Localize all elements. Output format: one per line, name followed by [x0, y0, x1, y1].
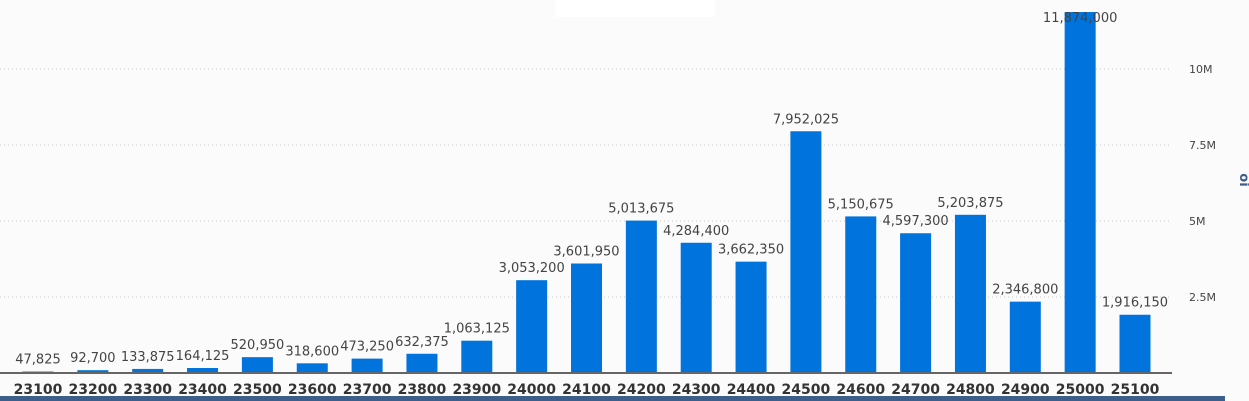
- x-tick-label: 23500: [233, 382, 282, 398]
- data-label: 133,875: [121, 350, 175, 365]
- bar-24700: [900, 233, 932, 373]
- bar-23800: [406, 353, 438, 373]
- x-tick-label: 24600: [836, 382, 885, 398]
- x-tick-label: 23800: [398, 382, 447, 398]
- data-label: 47,825: [15, 353, 61, 368]
- x-tick-label: 23200: [68, 382, 117, 398]
- bar-23400: [187, 368, 219, 373]
- bar-25100: [1119, 314, 1151, 373]
- data-label: 92,700: [70, 351, 116, 366]
- data-label: 2,346,800: [992, 283, 1058, 298]
- bar-23900: [461, 340, 493, 373]
- bar-23600: [296, 363, 328, 373]
- x-tick-label: 24400: [727, 382, 776, 398]
- data-label: 632,375: [395, 335, 449, 350]
- bar-24600: [845, 216, 877, 373]
- bar-24200: [625, 220, 657, 373]
- x-tick-label: 24800: [946, 382, 995, 398]
- data-label: 3,662,350: [718, 243, 784, 258]
- x-tick-label: 24000: [507, 382, 556, 398]
- data-label: 318,600: [285, 344, 339, 359]
- data-label: 4,597,300: [883, 214, 949, 229]
- x-tick-label: 23600: [288, 382, 337, 398]
- x-tick-label: 23300: [123, 382, 172, 398]
- data-label: 3,053,200: [499, 261, 565, 276]
- data-label: 4,284,400: [663, 224, 729, 239]
- bar-23500: [241, 357, 273, 373]
- bar-23300: [132, 368, 164, 373]
- data-label: 5,150,675: [828, 197, 894, 212]
- bar-23200: [77, 370, 109, 373]
- x-tick-label: 23700: [343, 382, 392, 398]
- y-tick-label: 7.5M: [1189, 139, 1216, 152]
- x-tick-label: 23100: [14, 382, 63, 398]
- bar-25000: [1064, 12, 1096, 374]
- data-label: 5,203,875: [937, 196, 1003, 211]
- data-label: 1,063,125: [444, 322, 510, 337]
- x-tick-label: 24300: [672, 382, 721, 398]
- data-label: 1,916,150: [1102, 296, 1168, 311]
- bar-23700: [351, 358, 383, 373]
- x-tick-label: 25100: [1111, 382, 1160, 398]
- bar-24900: [1009, 301, 1041, 373]
- x-tick-label: 23900: [452, 382, 501, 398]
- y-tick-label: 10M: [1189, 63, 1213, 76]
- x-tick-label: 24900: [1001, 382, 1050, 398]
- bar-24800: [954, 214, 986, 373]
- x-tick-label: 24200: [617, 382, 666, 398]
- y-tick-label: 5M: [1189, 215, 1206, 228]
- top-panel: [555, 0, 715, 17]
- data-label: 11,874,000: [1043, 11, 1117, 26]
- bar-24000: [516, 280, 548, 373]
- bottom-border: [0, 396, 1225, 401]
- data-label: 3,601,950: [553, 245, 619, 260]
- x-tick-label: 24500: [782, 382, 831, 398]
- bar-24300: [680, 242, 712, 373]
- x-tick-label: 24100: [562, 382, 611, 398]
- data-label: 5,013,675: [608, 202, 674, 217]
- data-label: 520,950: [231, 338, 285, 353]
- bar-24400: [735, 261, 767, 373]
- bar-24100: [571, 263, 602, 373]
- bar-24500: [790, 131, 822, 373]
- x-tick-label: 24700: [891, 382, 940, 398]
- data-label: 164,125: [176, 349, 230, 364]
- x-tick-label: 25000: [1056, 382, 1105, 398]
- y-axis-label: oi: [1236, 173, 1249, 186]
- x-tick-label: 23400: [178, 382, 227, 398]
- y-tick-label: 2.5M: [1189, 291, 1216, 304]
- data-label: 7,952,025: [773, 112, 839, 127]
- data-label: 473,250: [340, 340, 394, 355]
